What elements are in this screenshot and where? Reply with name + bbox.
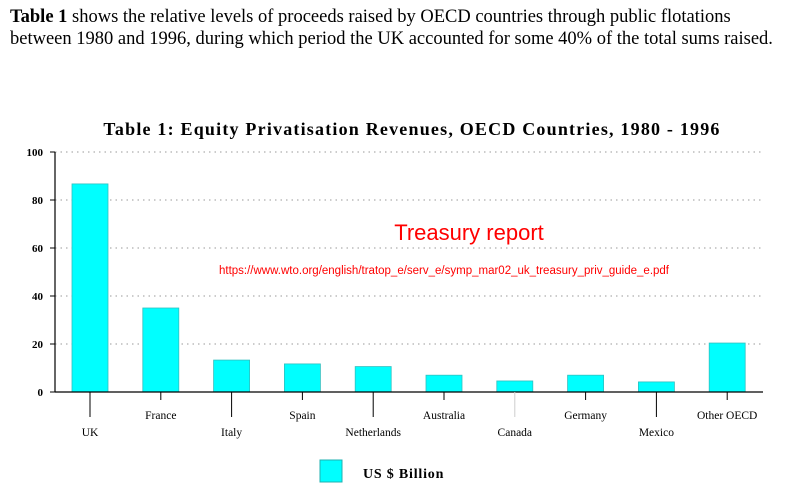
x-tick-label: Italy <box>221 427 242 439</box>
bar-australia <box>425 374 463 393</box>
bar-netherlands <box>354 366 392 393</box>
bar-other-oecd <box>708 342 746 393</box>
bar-italy <box>213 359 251 393</box>
bar-germany <box>567 374 604 393</box>
x-tick-label: Other OECD <box>697 410 757 422</box>
annotation-url[interactable]: https://www.wto.org/english/tratop_e/ser… <box>219 265 670 277</box>
bar-france <box>142 307 180 393</box>
bar-uk <box>71 183 109 393</box>
annotation-title: Treasury report <box>394 220 544 245</box>
x-tick-label: France <box>145 410 176 422</box>
x-tick-label: UK <box>82 427 99 439</box>
y-tick-label: 80 <box>32 195 44 207</box>
y-tick-label: 40 <box>32 291 44 303</box>
intro-text: shows the relative levels of proceeds ra… <box>10 7 773 49</box>
y-tick-label: 100 <box>27 147 44 159</box>
bar-mexico <box>638 381 675 393</box>
x-tick-label: Canada <box>498 427 532 439</box>
x-tick-label: Australia <box>423 410 465 422</box>
intro-bold: Table 1 <box>10 7 68 27</box>
y-tick-label: 20 <box>32 339 44 351</box>
intro-paragraph: Table 1 shows the relative levels of pro… <box>10 6 795 50</box>
x-tick-label: Mexico <box>639 427 674 439</box>
bar-spain <box>283 363 321 393</box>
x-tick-label: Netherlands <box>345 427 401 439</box>
x-tick-label: Germany <box>564 410 607 422</box>
y-tick-label: 0 <box>38 387 44 399</box>
y-tick-label: 60 <box>32 243 44 255</box>
x-tick-label: Spain <box>289 410 315 422</box>
legend-label: US $ Billion <box>363 467 444 482</box>
chart-title: Table 1: Equity Privatisation Revenues, … <box>103 119 720 139</box>
bar-canada <box>496 380 534 393</box>
legend-swatch <box>319 459 343 483</box>
